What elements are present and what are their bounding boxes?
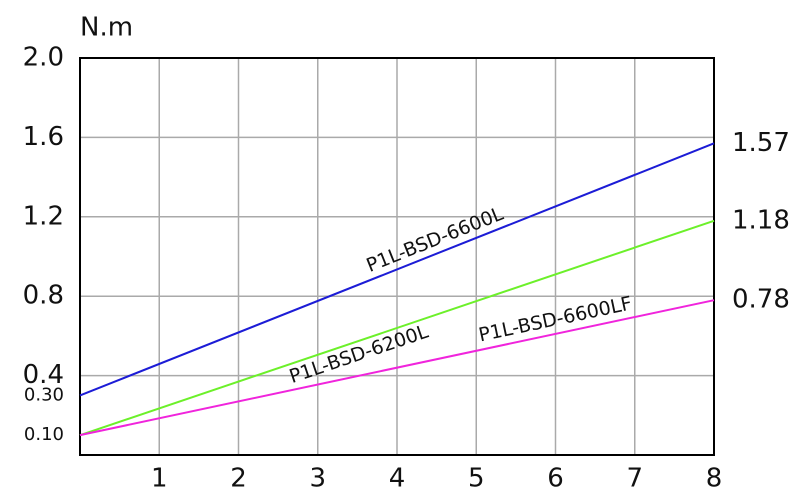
series-label: P1L-BSD-6600L — [363, 203, 506, 277]
x-tick-label: 5 — [468, 464, 485, 494]
y-tick-label: 1.2 — [23, 201, 64, 231]
y-axis-label: N.m — [80, 13, 133, 43]
y-tick-label: 0.4 — [23, 360, 64, 390]
value-label: 1.18 — [732, 205, 790, 235]
series-label: P1L-BSD-6200L — [287, 321, 432, 388]
x-tick-label: 2 — [230, 464, 247, 494]
y-tick-label: 0.30 — [24, 384, 64, 405]
plot-border — [79, 57, 715, 456]
series-line — [79, 299, 715, 437]
x-tick-label: 4 — [389, 464, 406, 494]
x-tick-label: 6 — [547, 464, 564, 494]
y-tick-label: 2.0 — [23, 43, 64, 73]
y-tick-label: 1.6 — [23, 122, 64, 152]
y-tick-label: 0.8 — [23, 281, 64, 311]
x-tick-label: 1 — [151, 464, 168, 494]
y-tick-label: 0.10 — [24, 424, 64, 445]
series-line — [79, 142, 715, 397]
series-line — [79, 219, 715, 437]
x-tick-label: 7 — [626, 464, 643, 494]
x-tick-label: 8 — [706, 464, 723, 494]
value-label: 1.57 — [732, 128, 790, 158]
x-tick-label: 3 — [309, 464, 326, 494]
value-label: 0.78 — [732, 285, 790, 315]
